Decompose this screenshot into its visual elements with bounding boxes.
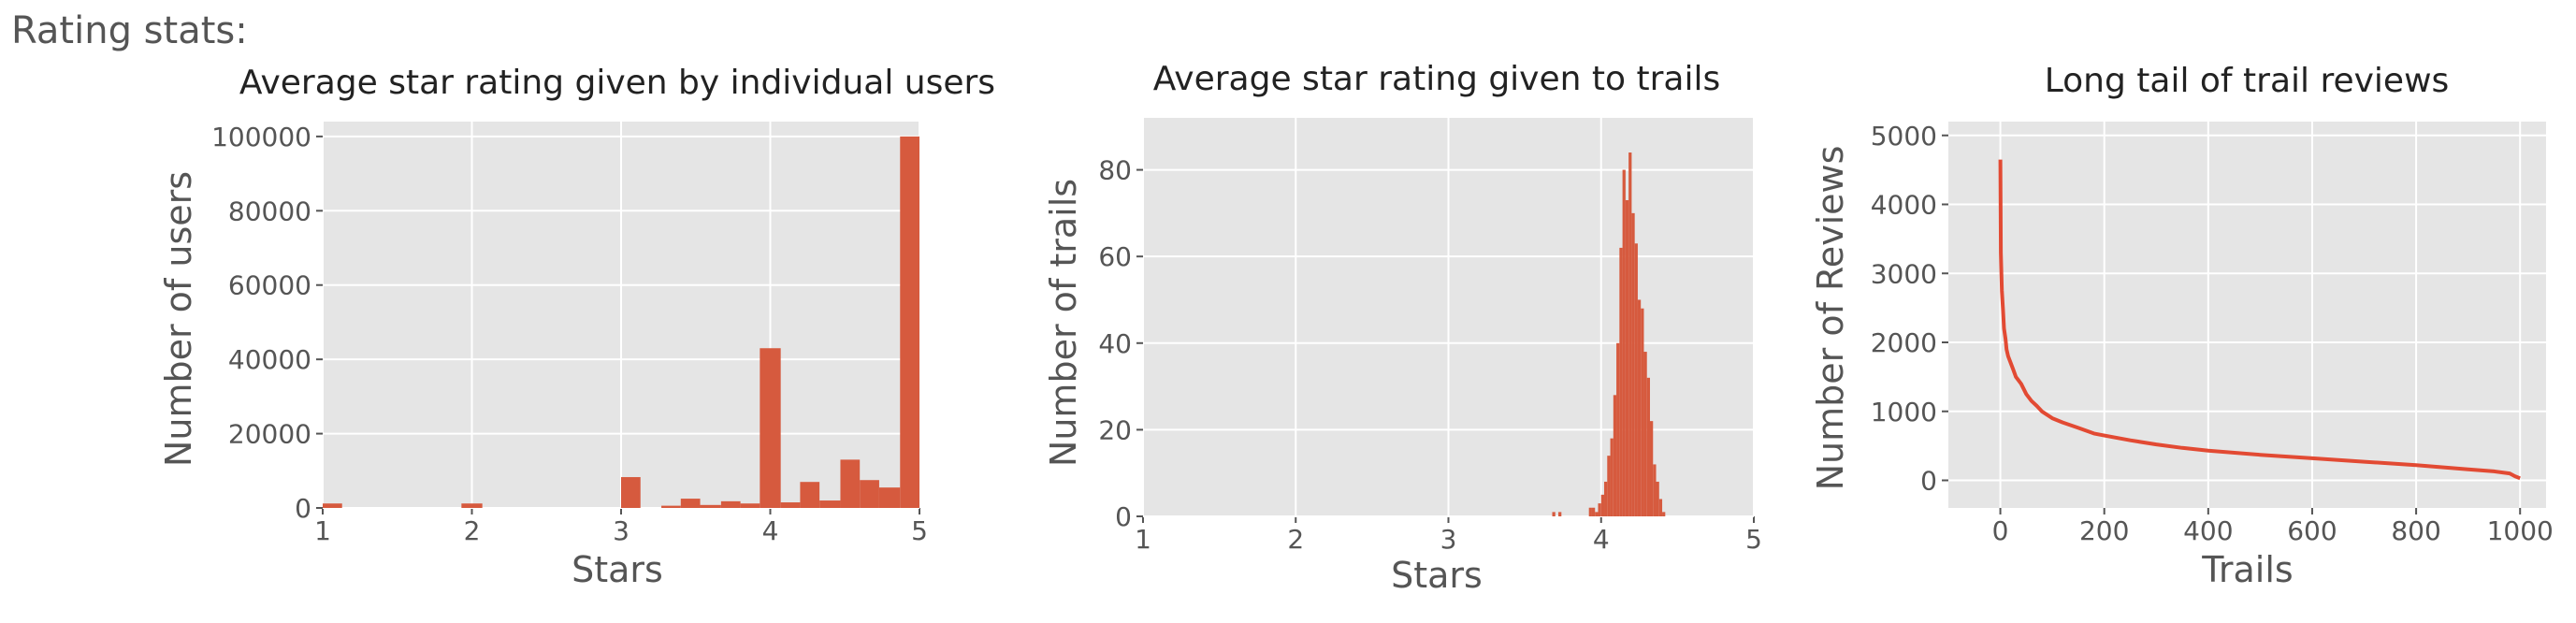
histogram-bar	[1591, 507, 1596, 516]
x-tick-label: 1	[314, 515, 331, 546]
chart-title: Long tail of trail reviews	[2045, 62, 2450, 100]
histogram-bar	[819, 500, 841, 508]
histogram-bar	[1558, 512, 1562, 516]
y-tick-label: 0	[1920, 466, 1937, 497]
chart-review-long-tail: Long tail of trail reviews Trails Number…	[1810, 62, 2554, 590]
histogram-bar	[323, 503, 342, 508]
histogram-bar	[780, 502, 801, 508]
x-tick-label: 0	[1992, 515, 2009, 546]
y-tick-label: 20000	[228, 419, 311, 450]
chart-user-ratings: Average star rating given by individual …	[158, 64, 995, 590]
y-tick-label: 2000	[1871, 327, 1937, 358]
y-axis-label: Number of Reviews	[1810, 146, 1851, 491]
x-tick-label: 600	[2287, 515, 2337, 546]
histogram-bar	[878, 487, 901, 508]
x-tick-label: 5	[1745, 524, 1762, 555]
histogram-bar	[1634, 243, 1638, 516]
histogram-bar	[700, 504, 721, 508]
histogram-bar	[1637, 299, 1642, 516]
histogram-bar	[1653, 464, 1657, 516]
histogram-bar	[1598, 503, 1601, 516]
y-tick-label: 60	[1098, 241, 1132, 272]
x-tick-label: 4	[1593, 524, 1610, 555]
x-tick-label: 5	[911, 515, 928, 546]
histogram-bar	[1610, 438, 1614, 516]
y-tick-label: 1000	[1871, 397, 1937, 427]
histogram-bar	[840, 459, 861, 508]
histogram-bar	[1631, 212, 1635, 516]
histogram-bar	[1588, 507, 1592, 516]
y-axis-label: Number of users	[158, 171, 199, 467]
histogram-bar	[1625, 199, 1629, 516]
x-axis-label: Stars	[572, 549, 663, 590]
y-tick-label: 0	[1115, 501, 1132, 532]
histogram-bar	[1604, 481, 1608, 516]
histogram-bar	[1662, 512, 1666, 516]
histogram-bar	[1552, 512, 1556, 516]
y-tick-label: 40	[1098, 328, 1132, 359]
histogram-bar	[1595, 512, 1599, 516]
histogram-bar	[900, 136, 919, 508]
histogram-bar	[1616, 342, 1620, 516]
y-tick-label: 20	[1098, 414, 1132, 445]
y-tick-label: 0	[295, 493, 311, 524]
histogram-bar	[461, 503, 483, 508]
histogram-bar	[1646, 377, 1650, 516]
y-tick-label: 60000	[228, 270, 311, 301]
histogram-bar	[1600, 494, 1605, 516]
histogram-bar	[1613, 395, 1617, 516]
histogram-bar	[1641, 308, 1644, 516]
histogram-bar	[680, 499, 701, 508]
chart-title: Average star rating given to trails	[1153, 60, 1720, 98]
y-tick-label: 80000	[228, 196, 311, 226]
x-axis-label: Trails	[2201, 549, 2293, 590]
y-tick-label: 80	[1098, 155, 1132, 186]
x-tick-label: 800	[2391, 515, 2440, 546]
histogram-bar	[740, 503, 760, 508]
histogram-bar	[661, 505, 681, 508]
histogram-bar	[621, 477, 641, 508]
x-tick-label: 3	[613, 515, 630, 546]
x-tick-label: 3	[1440, 524, 1457, 555]
x-axis-label: Stars	[1391, 555, 1483, 596]
histogram-bar	[860, 480, 879, 508]
histogram-bar	[1619, 247, 1623, 516]
chart-trail-ratings: Average star rating given to trails Star…	[1043, 60, 1762, 596]
page-heading: Rating stats:	[11, 9, 248, 52]
chart-title: Average star rating given by individual …	[239, 64, 995, 102]
histogram-bar	[1649, 421, 1654, 516]
histogram-bar	[1622, 169, 1626, 516]
y-tick-label: 4000	[1871, 190, 1937, 221]
histogram-bar	[1658, 499, 1663, 516]
x-tick-label: 2	[1287, 524, 1304, 555]
y-tick-label: 100000	[211, 122, 311, 152]
y-tick-label: 3000	[1871, 258, 1937, 289]
x-tick-label: 4	[762, 515, 779, 546]
plot-area	[1948, 122, 2546, 508]
histogram-bar	[1643, 352, 1647, 516]
x-tick-label: 2	[464, 515, 481, 546]
y-axis-label: Number of trails	[1043, 179, 1084, 467]
histogram-bar	[800, 482, 820, 508]
x-tick-label: 1	[1135, 524, 1151, 555]
y-tick-label: 40000	[228, 344, 311, 375]
x-tick-label: 400	[2183, 515, 2233, 546]
y-tick-label: 5000	[1871, 121, 1937, 152]
histogram-bar	[1607, 456, 1611, 516]
x-tick-label: 200	[2079, 515, 2129, 546]
histogram-bar	[1628, 152, 1632, 517]
histogram-bar	[720, 500, 741, 508]
series-line	[1998, 159, 2521, 481]
x-tick-label: 1000	[2487, 515, 2554, 546]
histogram-bar	[1656, 481, 1659, 516]
histogram-bar	[760, 348, 781, 508]
